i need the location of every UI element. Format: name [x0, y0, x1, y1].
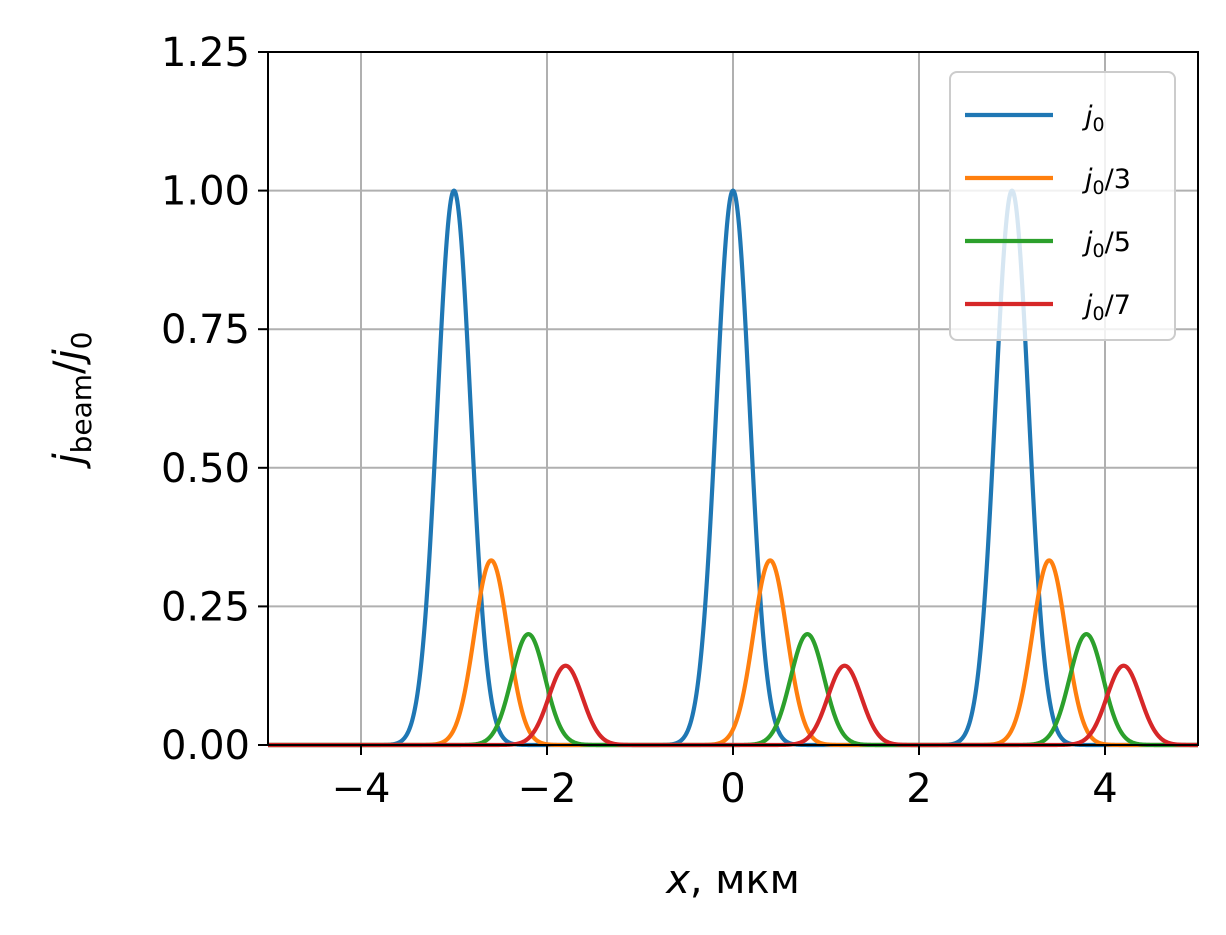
series-line — [266, 188, 1200, 748]
x-axis-label: x, мкм — [664, 857, 800, 903]
ticks: −4 −2 0 2 4 0.00 0.25 0.50 0.75 1.00 1.25 — [161, 30, 1118, 812]
legend-label: j0/3 — [1081, 164, 1131, 199]
legend-label: j0/5 — [1081, 227, 1131, 262]
x-tick-label: 4 — [1092, 766, 1117, 812]
y-tick-label: 1.25 — [161, 30, 250, 76]
x-tick-label: 0 — [720, 766, 745, 812]
y-tick-label: 1.00 — [161, 169, 250, 215]
x-tick-label: −2 — [518, 766, 577, 812]
axis-labels: x, мкм jbeam/j0 — [46, 332, 800, 904]
x-tick-label: −4 — [332, 766, 391, 812]
x-tick-label: 2 — [906, 766, 931, 812]
y-tick-label: 0.00 — [161, 723, 250, 769]
y-tick-label: 0.25 — [161, 584, 250, 630]
y-tick-label: 0.50 — [161, 446, 250, 492]
y-axis-label: jbeam/j0 — [46, 332, 98, 470]
legend-box — [949, 71, 1176, 341]
legend-label: j0/7 — [1081, 290, 1131, 325]
y-tick-label: 0.75 — [161, 307, 250, 353]
